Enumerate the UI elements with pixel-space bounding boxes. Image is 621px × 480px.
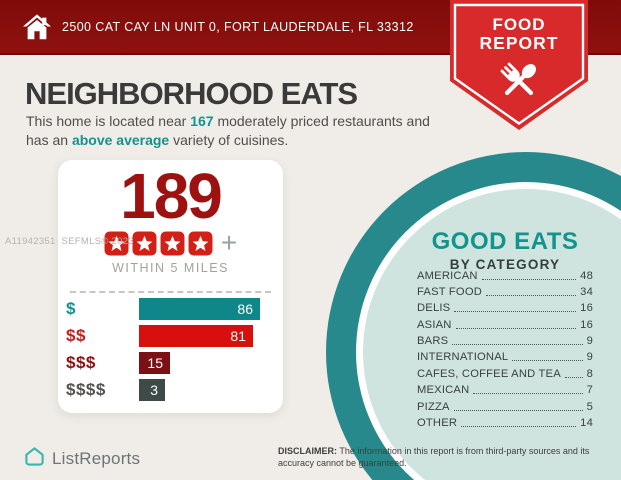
radius-caption: WITHIN 5 MILES: [112, 261, 229, 275]
price-tier-bar: 3: [139, 379, 165, 401]
category-row: ASIAN 16: [417, 319, 593, 331]
price-tier-row: $$$ 15: [58, 352, 283, 374]
category-label: OTHER: [417, 417, 458, 430]
dot-leader: [564, 376, 583, 378]
price-tier-bar-chart: $86 $$ 81 $$$ 15 $$$$ 3: [58, 298, 283, 406]
price-tier-row: $$$$ 3: [58, 379, 283, 401]
price-tier-row: $86: [58, 298, 283, 320]
disclaimer-line2: accuracy cannot be guaranteed.: [278, 458, 407, 468]
disclaimer-line1: DISCLAIMER: The information in this repo…: [278, 446, 590, 456]
category-count: 8: [586, 367, 593, 380]
good-eats-heading: GOOD EATS BY CATEGORY: [405, 228, 605, 272]
listreports-wordmark: ListReports: [52, 449, 141, 468]
house-icon: [22, 12, 52, 47]
dot-leader: [486, 294, 577, 296]
category-count: 16: [580, 302, 593, 315]
restaurant-stats-card: 189 + WITHIN 5 MILES $86 $$ 81 $$$ 15 $$$$ 3: [58, 160, 283, 413]
dashed-divider: [70, 291, 271, 293]
category-count: 34: [580, 285, 593, 298]
category-row: INTERNATIONAL 9: [417, 351, 593, 364]
category-count: 14: [580, 417, 593, 430]
price-tier-label: $: [66, 299, 76, 318]
dot-leader: [481, 278, 577, 280]
good-eats-subtitle: BY CATEGORY: [449, 257, 561, 272]
category-row: DELIS 16: [417, 302, 593, 315]
intro-text: This home is located near 167 moderately…: [26, 112, 430, 149]
category-label: PIZZA: [417, 400, 450, 413]
stars-row: +: [58, 227, 283, 258]
good-eats-title: GOOD EATS: [431, 228, 579, 255]
category-row: FAST FOOD 34: [417, 286, 593, 298]
price-tier-bar: 15: [139, 352, 170, 374]
disclaimer: DISCLAIMER: The information in this repo…: [278, 445, 608, 469]
price-tier-label: $$$: [66, 353, 96, 372]
intro-line1: This home is located near 167 moderately…: [26, 113, 430, 129]
price-tier-bar: 86: [139, 298, 260, 320]
category-label: DELIS: [417, 302, 451, 315]
category-count: 7: [586, 384, 593, 397]
badge-title-line1: FOOD: [492, 15, 546, 34]
variety-highlight: above average: [71, 131, 170, 148]
star-icon: [188, 231, 213, 255]
price-tier-row: $$ 81: [58, 325, 283, 347]
category-row: OTHER 14: [417, 417, 593, 430]
star-icon: [104, 231, 129, 255]
dot-leader: [461, 426, 577, 428]
dot-leader: [454, 311, 577, 313]
category-label: ASIAN: [417, 318, 452, 331]
dot-leader: [452, 344, 583, 346]
category-count: 48: [580, 269, 593, 282]
ribbon-shape-icon: [450, 0, 588, 130]
star-icon: [160, 231, 185, 255]
price-tier-label: $$$$: [66, 380, 106, 399]
badge-title-line2: REPORT: [479, 33, 559, 53]
category-label: MEXICAN: [417, 384, 470, 397]
category-count: 16: [580, 318, 593, 331]
good-eats-category-list: AMERICAN 48 FAST FOOD 34 DELIS 16 ASIAN 16 BARS 9…: [417, 270, 593, 434]
category-label: CAFES, COFFEE AND TEA: [417, 367, 561, 380]
category-row: BARS 9: [417, 335, 593, 348]
dot-leader: [453, 409, 583, 411]
category-row: PIZZA 5: [417, 401, 593, 413]
dot-leader: [455, 327, 577, 329]
dot-leader: [512, 360, 583, 362]
category-row: MEXICAN 7: [417, 384, 593, 397]
price-tier-label: $$: [66, 326, 86, 345]
category-label: FAST FOOD: [417, 285, 482, 298]
category-row: CAFES, COFFEE AND TEA 8: [417, 368, 593, 380]
category-label: AMERICAN: [417, 269, 478, 282]
price-tier-bar: 81: [139, 325, 253, 347]
restaurant-count: 189: [120, 160, 223, 232]
category-label: INTERNATIONAL: [417, 351, 509, 364]
listreports-logo: ListReports: [24, 446, 140, 472]
category-label: BARS: [417, 335, 449, 348]
property-address: 2500 CAT CAY LN UNIT 0, FORT LAUDERDALE,…: [62, 19, 414, 34]
food-report-badge: FOOD REPORT: [450, 0, 588, 131]
category-count: 9: [586, 351, 593, 364]
plus-icon: +: [220, 227, 238, 258]
star-icon: [132, 231, 157, 255]
intro-line2: has an above average variety of cuisines…: [26, 131, 289, 148]
category-count: 5: [586, 400, 593, 413]
listreports-house-icon: [24, 446, 45, 472]
page-title: NEIGHBORHOOD EATS: [25, 76, 358, 111]
restaurant-count-highlight: 167: [190, 113, 214, 129]
mls-watermark: A11942351 SEFMLS© 2023: [5, 236, 134, 247]
category-count: 9: [586, 335, 593, 348]
dot-leader: [473, 393, 583, 395]
crossed-spoon-fork-icon: [495, 57, 543, 110]
category-row: AMERICAN 48: [417, 270, 593, 282]
